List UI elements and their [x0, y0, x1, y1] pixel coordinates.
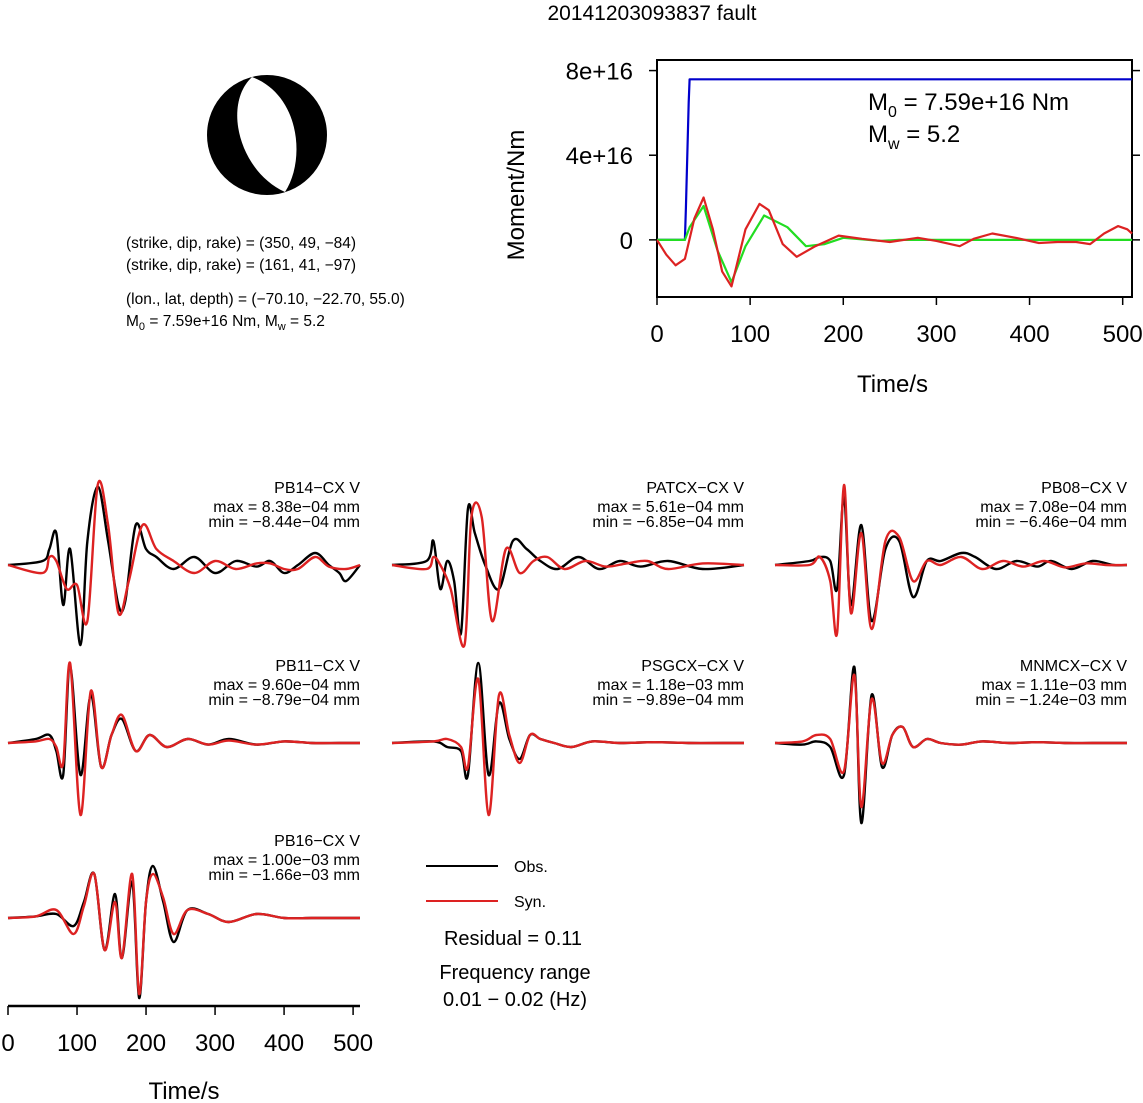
moment-y-tick-label: 0 — [620, 228, 633, 255]
station-min: min = −8.44e−04 mm — [208, 514, 360, 531]
moment-series-1 — [657, 204, 1132, 284]
source-location: (lon., lat, depth) = (−70.10, −22.70, 55… — [126, 291, 405, 308]
waveform-synthetic — [774, 673, 1127, 809]
moment-annotation-m0: M0 = 7.59e+16 Nm — [868, 89, 1069, 121]
station-min: min = −6.46e−04 mm — [975, 514, 1127, 531]
waveform-observed — [7, 864, 360, 1000]
station-min: min = −8.79e−04 mm — [208, 692, 360, 709]
figure-title: 20141203093837 fault — [547, 2, 756, 25]
station-max: max = 1.18e−03 mm — [597, 677, 744, 694]
station-name: MNMCX−CX V — [1020, 658, 1127, 675]
waveform-x-tick-label: 400 — [264, 1030, 304, 1057]
moment-y-tick-label: 8e+16 — [566, 59, 633, 86]
station-name: PB08−CX V — [1041, 480, 1127, 497]
waveform-observed — [774, 495, 1128, 623]
waveform-x-tick-label: 500 — [333, 1030, 373, 1057]
frequency-range-label: Frequency range — [439, 962, 590, 984]
station-name: PSGCX−CX V — [641, 658, 744, 675]
waveform-synthetic — [7, 479, 361, 626]
station-min: min = −1.66e−03 mm — [208, 867, 360, 884]
waveform-synthetic — [391, 677, 744, 817]
moment-x-axis-label: Time/s — [857, 371, 928, 398]
legend-syn-label: Syn. — [514, 894, 546, 911]
moment-y-tick-label: 4e+16 — [566, 143, 633, 170]
moment-x-tick-label: 400 — [1010, 321, 1050, 348]
moment-plot-frame — [656, 59, 1133, 298]
waveform-synthetic — [774, 483, 1128, 637]
waveform-observed — [7, 485, 361, 647]
residual-text: Residual = 0.11 — [444, 928, 582, 950]
beachball-white-lens — [237, 77, 297, 192]
station-min: min = −1.24e−03 mm — [975, 692, 1127, 709]
waveform-x-tick-label: 200 — [126, 1030, 166, 1057]
nodal-plane-1: (strike, dip, rake) = (350, 49, −84) — [126, 235, 356, 252]
legend: Obs. Syn. — [426, 859, 548, 911]
station-name: PATCX−CX V — [646, 480, 744, 497]
station-max: max = 7.08e−04 mm — [980, 499, 1127, 516]
legend-obs-label: Obs. — [514, 859, 548, 876]
moment-x-tick-label: 500 — [1103, 321, 1143, 348]
moment-x-tick-label: 0 — [650, 321, 663, 348]
waveform-synthetic — [7, 661, 360, 817]
station-max: max = 8.38e−04 mm — [213, 499, 360, 516]
focal-mechanism-beachball — [207, 75, 327, 195]
moment-x-tick-label: 300 — [916, 321, 956, 348]
station-name: PB14−CX V — [274, 480, 360, 497]
waveform-time-axis: 0 100 200 300 400 500 Time/s — [1, 1004, 373, 1103]
station-name: PB16−CX V — [274, 833, 360, 850]
station-name: PB11−CX V — [275, 658, 360, 675]
moment-magnitude-text: M0 = 7.59e+16 Nm, Mw = 5.2 — [126, 313, 325, 333]
waveform-x-tick-label: 100 — [57, 1030, 97, 1057]
station-min: min = −6.85e−04 mm — [592, 514, 744, 531]
moment-series-2 — [656, 196, 1133, 288]
nodal-plane-2: (strike, dip, rake) = (161, 41, −97) — [126, 257, 356, 274]
station-max: max = 9.60e−04 mm — [213, 677, 360, 694]
moment-rate-chart: 0 100 200 300 400 500 0 4e+16 8e+16 Time/s Moment/… — [503, 59, 1143, 398]
moment-y-axis-label: Moment/Nm — [503, 130, 530, 261]
station-max: max = 5.61e−04 mm — [597, 499, 744, 516]
moment-x-tick-label: 100 — [730, 321, 770, 348]
moment-annotation-mw: Mw = 5.2 — [868, 121, 960, 153]
frequency-range-value: 0.01 − 0.02 (Hz) — [443, 989, 587, 1011]
station-min: min = −9.89e−04 mm — [592, 692, 744, 709]
station-max: max = 1.11e−03 mm — [981, 677, 1127, 694]
moment-x-tick-label: 200 — [823, 321, 863, 348]
waveform-synthetic — [7, 871, 360, 996]
waveform-x-axis-label: Time/s — [148, 1078, 219, 1103]
waveform-synthetic — [391, 501, 745, 648]
station-max: max = 1.00e−03 mm — [213, 852, 360, 869]
waveform-x-tick-label: 0 — [1, 1030, 14, 1057]
waveform-x-tick-label: 300 — [195, 1030, 235, 1057]
